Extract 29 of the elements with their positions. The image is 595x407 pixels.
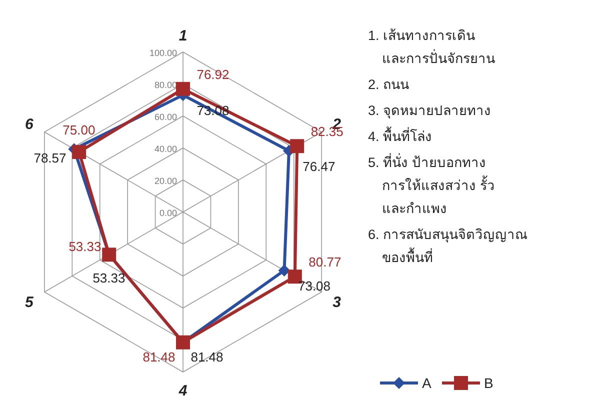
spoke-label: 4	[178, 382, 188, 400]
text: 6. การสนับสนุนจิตวิญญาณ ของพื้นที่	[368, 227, 528, 265]
y-tick-label: 0.00	[159, 208, 177, 218]
legend-label: B	[484, 375, 494, 391]
spoke-label: 5	[25, 294, 34, 311]
data-label: 73.08	[298, 278, 331, 294]
data-label: 76.47	[302, 158, 336, 174]
legend-label: A	[422, 375, 432, 391]
data-label: 81.48	[190, 349, 224, 364]
text: 3. จุดหมายปลายทาง	[368, 103, 492, 119]
spoke-label: 3	[332, 294, 342, 311]
text: 2. ถนน	[368, 77, 410, 92]
data-label: 53.33	[68, 239, 102, 254]
y-tick-label: 40.00	[154, 144, 177, 154]
data-label: 53.33	[92, 270, 126, 286]
data-label: 78.57	[34, 150, 66, 166]
y-tick-label: 60.00	[154, 112, 177, 122]
spoke-label: 6	[25, 116, 34, 134]
y-tick-label: 20.00	[154, 176, 177, 186]
spoke-label: 1	[178, 27, 188, 44]
data-label: 75.00	[62, 122, 96, 138]
data-label: 76.92	[196, 66, 230, 82]
data-label: 81.48	[142, 349, 176, 364]
text: 5. ที่นั่ง ป้ายบอกทาง การให้แสงสว่าง รั้ว และกำแพง	[368, 153, 495, 216]
text: 1. เส้นทางการเดิน และการปั่นจักรยาน	[368, 28, 495, 66]
y-tick-label: 80.00	[154, 80, 177, 90]
data-label: 80.77	[308, 254, 342, 270]
text: 4. พื้นที่โล่ง	[368, 126, 432, 144]
y-tick-label: 100.00	[149, 48, 177, 58]
